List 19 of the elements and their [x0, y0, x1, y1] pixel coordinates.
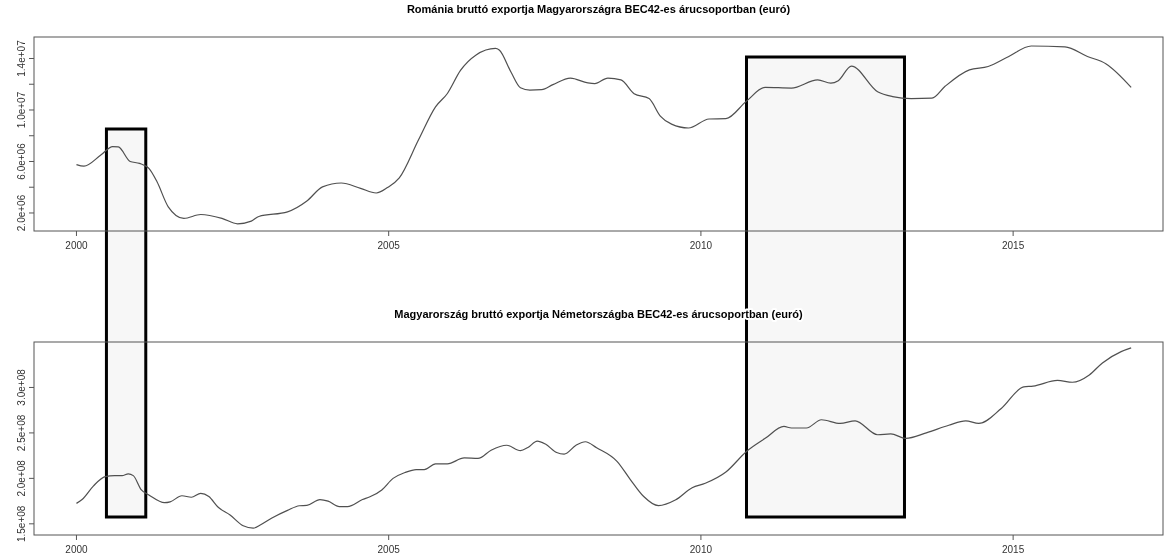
- y-tick-label: 6.0e+06: [16, 142, 27, 180]
- x-tick-label: 2015: [1002, 240, 1025, 251]
- y-tick-label: 2.0e+08: [16, 459, 27, 497]
- line-series: [75, 347, 1132, 529]
- x-tick-label: 2010: [689, 240, 713, 251]
- y-tick-label: 3.0e+08: [16, 368, 27, 406]
- y-tick-label: 1.4e+07: [16, 39, 27, 77]
- x-tick-label: 2000: [65, 240, 89, 251]
- x-tick-label: 2005: [377, 240, 401, 251]
- chart-title: Románia bruttó exportja Magyarországra BEC42-es árucsoportban (euró): [406, 3, 791, 15]
- y-tick-label: 2.5e+08: [16, 414, 27, 452]
- y-tick-label: 1.5e+08: [16, 505, 27, 543]
- y-tick-label: 2.0e+06: [16, 194, 27, 232]
- x-tick-label: 2005: [377, 544, 401, 555]
- x-tick-label: 2000: [65, 544, 89, 555]
- x-tick-label: 2010: [689, 544, 713, 555]
- line-series: [75, 45, 1132, 225]
- x-tick-label: 2015: [1002, 544, 1025, 555]
- y-tick-label: 1.0e+07: [16, 91, 27, 129]
